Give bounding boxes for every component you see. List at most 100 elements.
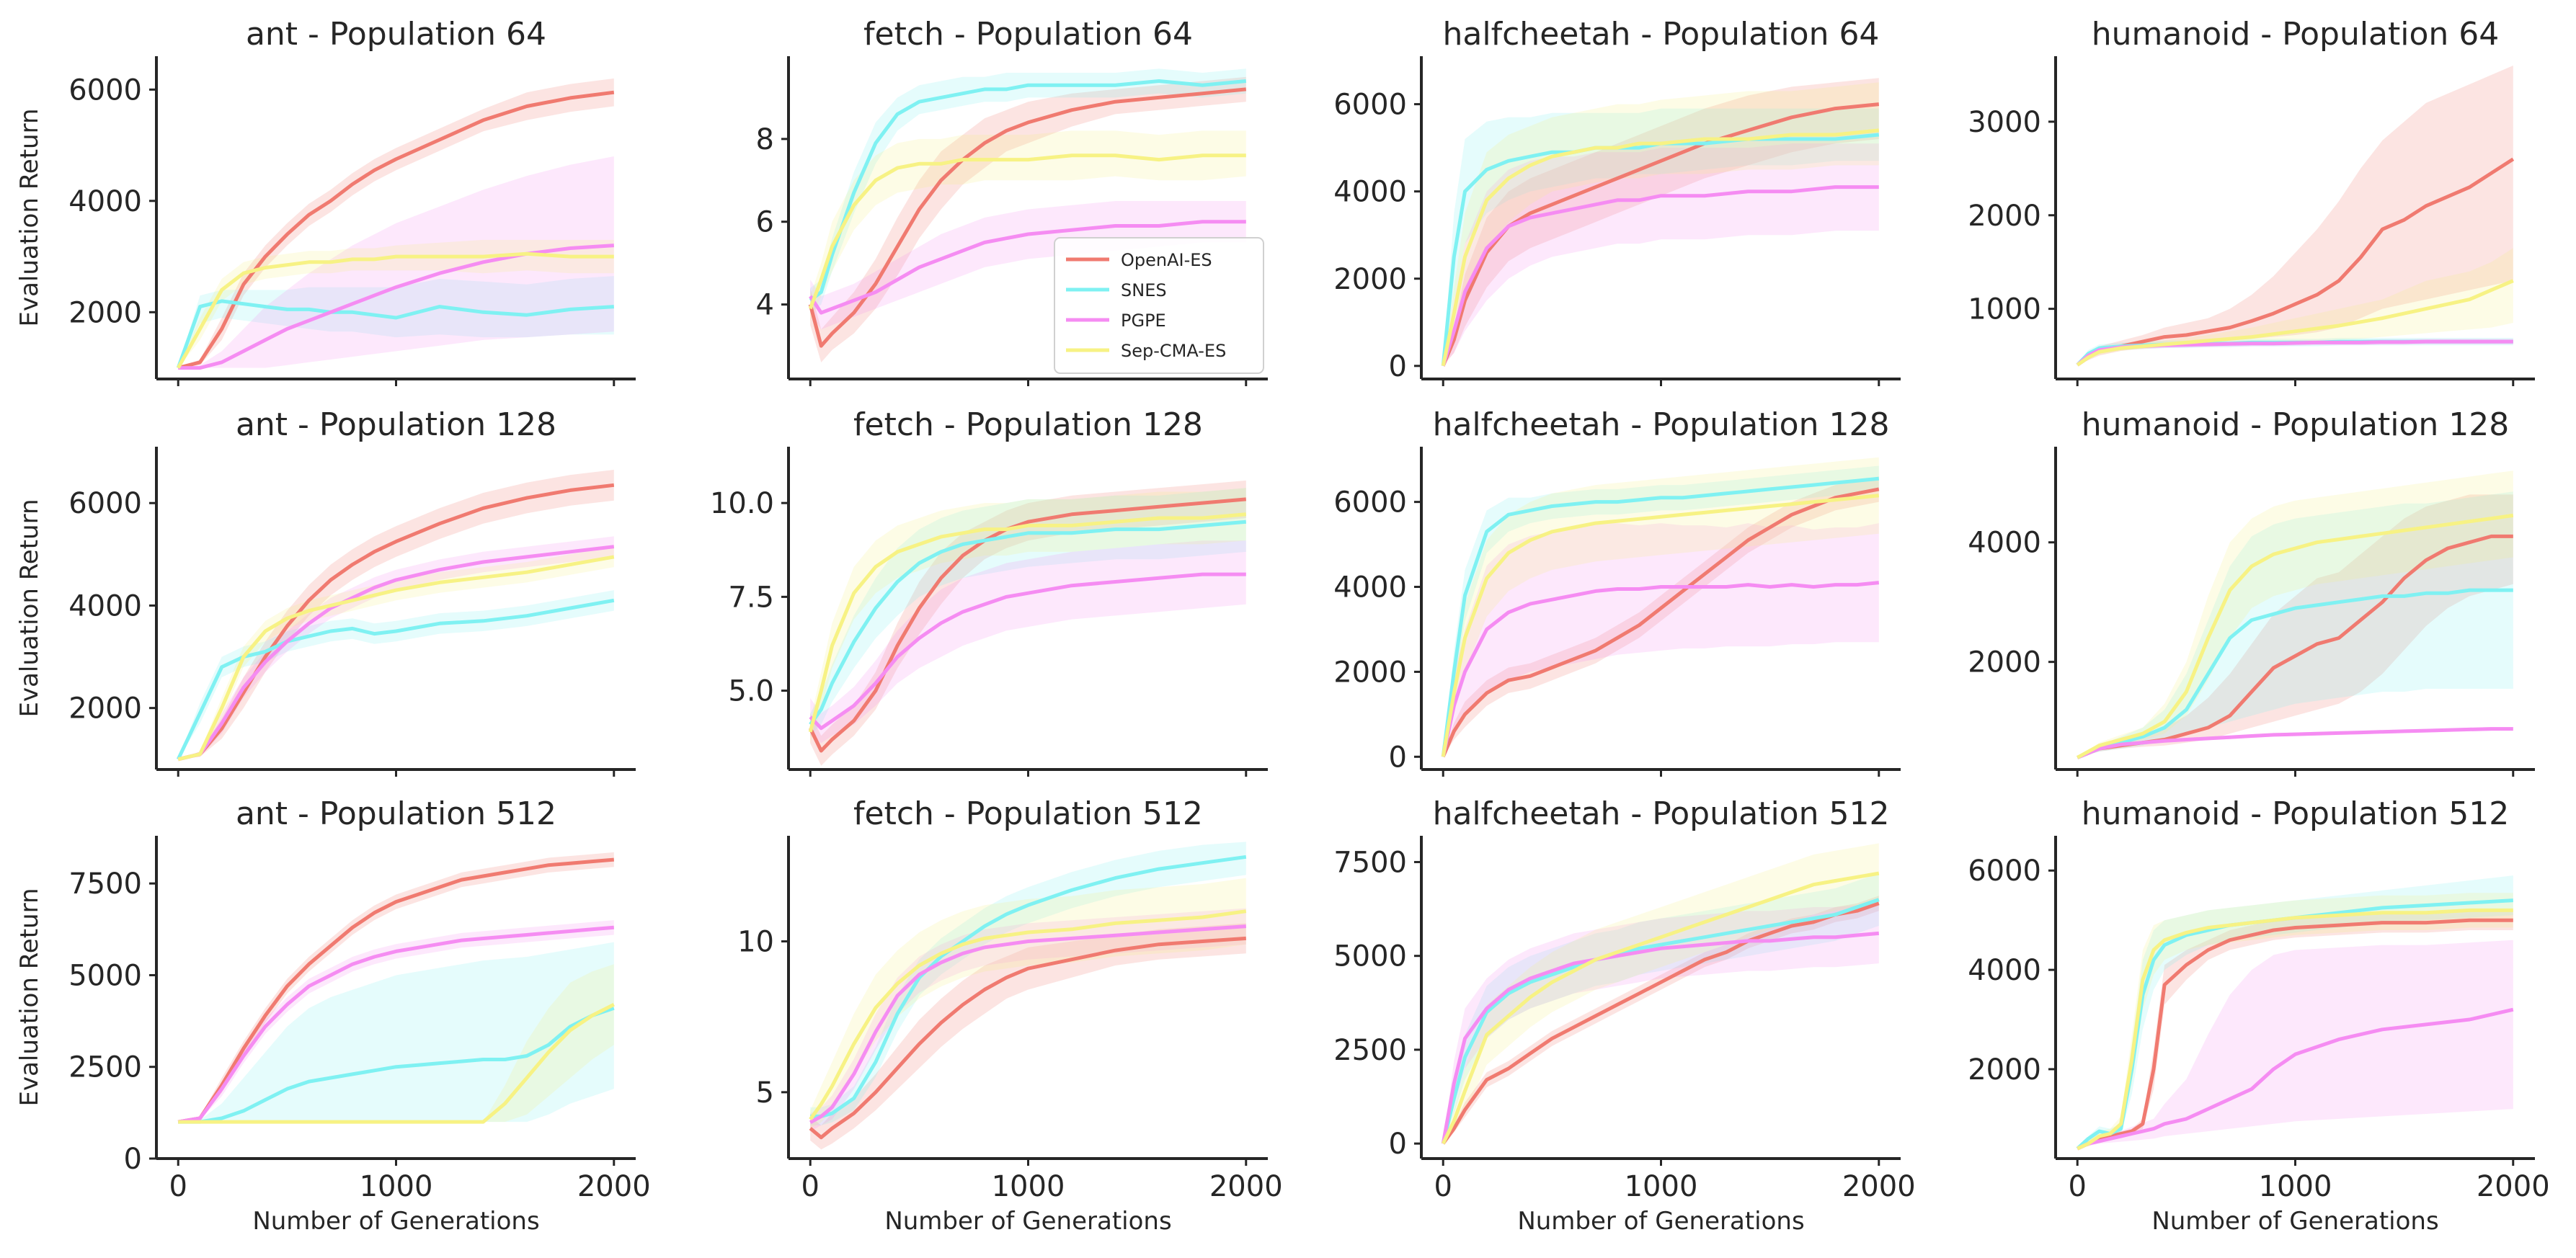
series-line-pgpe — [809, 572, 1246, 731]
y-tick-label: 2500 — [1333, 1034, 1407, 1067]
panel-title: ant - Population 64 — [246, 16, 546, 53]
panel-fetch-population-512: fetch - Population 512 5 10 0 1000 2000 Number… — [737, 795, 1283, 1236]
series-line-openai-es — [177, 857, 615, 1124]
band-snes — [178, 590, 614, 759]
y-tick-label: 5000 — [68, 959, 142, 992]
panel-halfcheetah-population-64: halfcheetah - Population 64 0 2000 4000 6000 — [1333, 16, 1901, 386]
y-axis-label: Evaluation Return — [15, 108, 44, 326]
series-line-pgpe — [2077, 1007, 2514, 1151]
series-line-sep-cma-es — [1441, 494, 1880, 757]
legend-entry-openai-es: OpenAI-ES — [1066, 250, 1212, 270]
band-pgpe — [1443, 523, 1879, 757]
y-tick-label: 4000 — [68, 185, 142, 218]
series-line-snes — [810, 855, 1247, 1118]
band-pgpe — [1443, 143, 1879, 366]
y-tick-label: 3000 — [1968, 106, 2041, 139]
y-tick-label: 6000 — [68, 487, 142, 520]
series-line-pgpe — [809, 924, 1246, 1124]
series-line-sep-cma-es — [808, 512, 1247, 733]
panel-humanoid-population-64: humanoid - Population 64 1000 2000 3000 — [1968, 16, 2535, 386]
y-tick-label: 5.0 — [728, 675, 774, 708]
legend-label: Sep-CMA-ES — [1121, 341, 1226, 361]
series-line-sep-cma-es — [177, 555, 615, 762]
panel-halfcheetah-population-128: halfcheetah - Population 128 0 2000 4000 600… — [1333, 406, 1901, 777]
series-line-sep-cma-es — [2076, 513, 2514, 759]
band-sep-cma-es — [178, 964, 614, 1123]
panel-title: humanoid - Population 512 — [2082, 795, 2510, 832]
x-tick-label: 2000 — [577, 1170, 651, 1203]
band-snes — [810, 488, 1246, 736]
band-snes — [1443, 465, 1879, 757]
series-line-snes — [178, 1006, 615, 1124]
series-line-openai-es — [1441, 487, 1880, 758]
series-line-openai-es — [177, 483, 615, 762]
band-snes — [178, 276, 614, 368]
x-tick-label: 1000 — [360, 1170, 433, 1203]
band-openai-es — [2077, 494, 2513, 758]
band-openai-es — [810, 480, 1246, 766]
y-tick-label: 6 — [756, 206, 774, 239]
series-line-pgpe — [178, 244, 614, 370]
legend-label: SNES — [1121, 280, 1167, 300]
y-tick-label: 10 — [737, 926, 774, 959]
panel-humanoid-population-128: humanoid - Population 128 2000 4000 — [1968, 406, 2535, 777]
y-tick-label: 6000 — [1333, 89, 1407, 122]
series-line-snes — [809, 79, 1247, 302]
panel-halfcheetah-population-512: halfcheetah - Population 512 0 2500 5000 750… — [1333, 795, 1915, 1236]
y-tick-label: 5 — [756, 1076, 774, 1110]
band-openai-es — [2077, 66, 2513, 365]
series-line-snes — [809, 519, 1247, 726]
band-openai-es — [1443, 896, 1879, 1144]
series-line-openai-es — [1441, 102, 1880, 367]
band-pgpe — [178, 920, 614, 1123]
series-line-openai-es — [2077, 918, 2513, 1151]
y-tick-label: 10.0 — [710, 487, 774, 520]
panel-ant-population-128: ant - Population 128 2000 4000 6000 Evaluati… — [15, 406, 636, 777]
y-tick-label: 8 — [756, 123, 774, 156]
panel-fetch-population-64: fetch - Population 64 4 6 8 OpenAI-ES SNES PGP… — [756, 16, 1268, 386]
band-pgpe — [810, 540, 1246, 744]
band-openai-es — [810, 76, 1246, 362]
band-openai-es — [2077, 910, 2513, 1149]
series-line-snes — [2077, 588, 2513, 759]
band-sep-cma-es — [810, 488, 1246, 744]
series-line-sep-cma-es — [808, 153, 1246, 310]
x-tick-label: 1000 — [992, 1170, 1065, 1203]
band-pgpe — [810, 201, 1246, 330]
series-line-pgpe — [809, 220, 1246, 315]
x-axis-label: Number of Generations — [1517, 1207, 1804, 1236]
series-line-sep-cma-es — [2077, 908, 2513, 1151]
legend-entry-pgpe: PGPE — [1066, 311, 1166, 331]
panel-title: ant - Population 512 — [236, 795, 556, 832]
series-line-pgpe — [177, 925, 615, 1124]
panel-title: fetch - Population 512 — [853, 795, 1203, 832]
series-line-sep-cma-es — [1441, 871, 1880, 1145]
x-axis-label: Number of Generations — [252, 1207, 539, 1236]
y-tick-label: 6000 — [1968, 855, 2041, 888]
y-tick-label: 6000 — [1333, 486, 1407, 519]
y-tick-label: 2000 — [1968, 646, 2041, 679]
y-tick-label: 0 — [1389, 350, 1407, 383]
y-tick-label: 4000 — [1333, 176, 1407, 209]
series-line-sep-cma-es — [2076, 279, 2514, 367]
legend: OpenAI-ES SNES PGPE Sep-CMA-ES — [1054, 237, 1264, 374]
series-line-pgpe — [1441, 931, 1880, 1144]
panel-title: humanoid - Population 64 — [2092, 16, 2500, 53]
x-tick-label: 0 — [169, 1170, 187, 1203]
y-axis-label: Evaluation Return — [15, 888, 44, 1106]
legend-entry-sep-cma-es: Sep-CMA-ES — [1066, 341, 1226, 361]
y-tick-label: 2000 — [1333, 656, 1407, 689]
band-openai-es — [1443, 78, 1879, 366]
y-tick-label: 4000 — [68, 589, 142, 623]
y-tick-label: 2000 — [1333, 263, 1407, 296]
panel-title: humanoid - Population 128 — [2082, 406, 2510, 443]
band-sep-cma-es — [178, 239, 614, 368]
x-tick-label: 1000 — [1625, 1170, 1698, 1203]
y-tick-label: 0 — [124, 1143, 142, 1176]
x-tick-label: 0 — [801, 1170, 820, 1203]
band-openai-es — [178, 852, 614, 1123]
series-line-snes — [176, 299, 614, 369]
band-sep-cma-es — [810, 878, 1246, 1129]
band-openai-es — [1443, 476, 1879, 757]
band-pgpe — [1443, 903, 1879, 1144]
